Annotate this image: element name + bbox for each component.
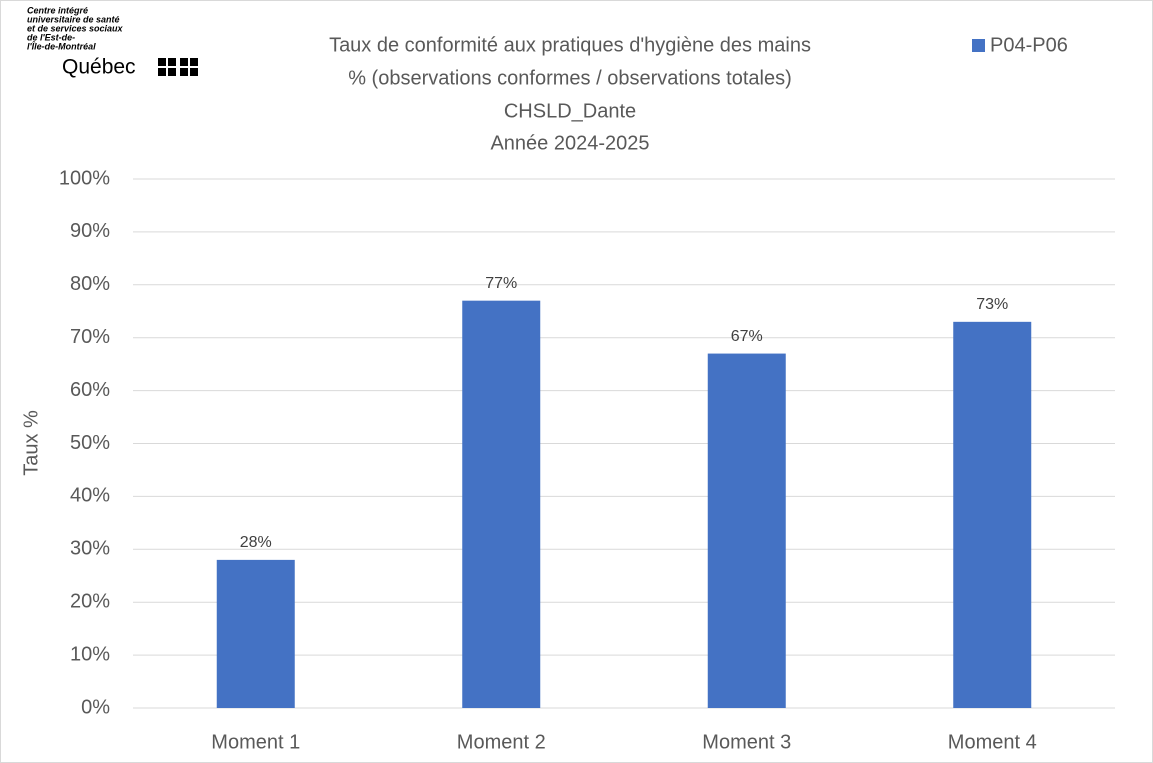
y-tick-label: 100% bbox=[59, 167, 110, 189]
x-tick-label: Moment 1 bbox=[211, 731, 300, 753]
y-tick-label: 20% bbox=[70, 590, 110, 612]
x-tick-label: Moment 4 bbox=[948, 731, 1037, 753]
chart-title: % (observations conformes / observations… bbox=[348, 67, 792, 89]
bar bbox=[953, 321, 1032, 708]
logo-line: de l'Est-de- bbox=[27, 32, 75, 42]
y-tick-label: 70% bbox=[70, 326, 110, 348]
data-label: 67% bbox=[731, 328, 763, 345]
logo-line: Centre intégré bbox=[27, 5, 88, 15]
bar bbox=[462, 300, 541, 708]
y-axis-label: Taux % bbox=[20, 410, 42, 476]
y-tick-label: 80% bbox=[70, 273, 110, 295]
chart-title: Taux de conformité aux pratiques d'hygiè… bbox=[329, 34, 811, 56]
y-tick-label: 30% bbox=[70, 538, 110, 560]
data-label: 77% bbox=[485, 275, 517, 292]
chart-title: CHSLD_Dante bbox=[504, 100, 636, 122]
y-tick-label: 50% bbox=[70, 432, 110, 454]
y-tick-label: 0% bbox=[81, 696, 110, 718]
y-tick-label: 40% bbox=[70, 485, 110, 507]
legend-swatch bbox=[972, 39, 985, 52]
x-tick-label: Moment 3 bbox=[702, 731, 791, 753]
legend-label: P04-P06 bbox=[990, 34, 1068, 56]
logo-line: universitaire de santé bbox=[27, 14, 120, 24]
x-tick-label: Moment 2 bbox=[457, 731, 546, 753]
bar bbox=[216, 559, 295, 708]
logo-line: et de services sociaux bbox=[27, 23, 124, 33]
bar bbox=[707, 353, 786, 708]
logo-brand: Québec bbox=[62, 56, 136, 79]
data-label: 73% bbox=[976, 296, 1008, 313]
logo-line: l'Île-de-Montréal bbox=[27, 40, 96, 51]
chart-title: Année 2024-2025 bbox=[490, 132, 649, 154]
logo: Centre intégré universitaire de santé et… bbox=[27, 5, 198, 79]
data-label: 28% bbox=[240, 534, 272, 551]
y-tick-label: 60% bbox=[70, 379, 110, 401]
y-tick-label: 90% bbox=[70, 220, 110, 242]
logo-flag bbox=[158, 58, 198, 76]
y-tick-label: 10% bbox=[70, 643, 110, 665]
